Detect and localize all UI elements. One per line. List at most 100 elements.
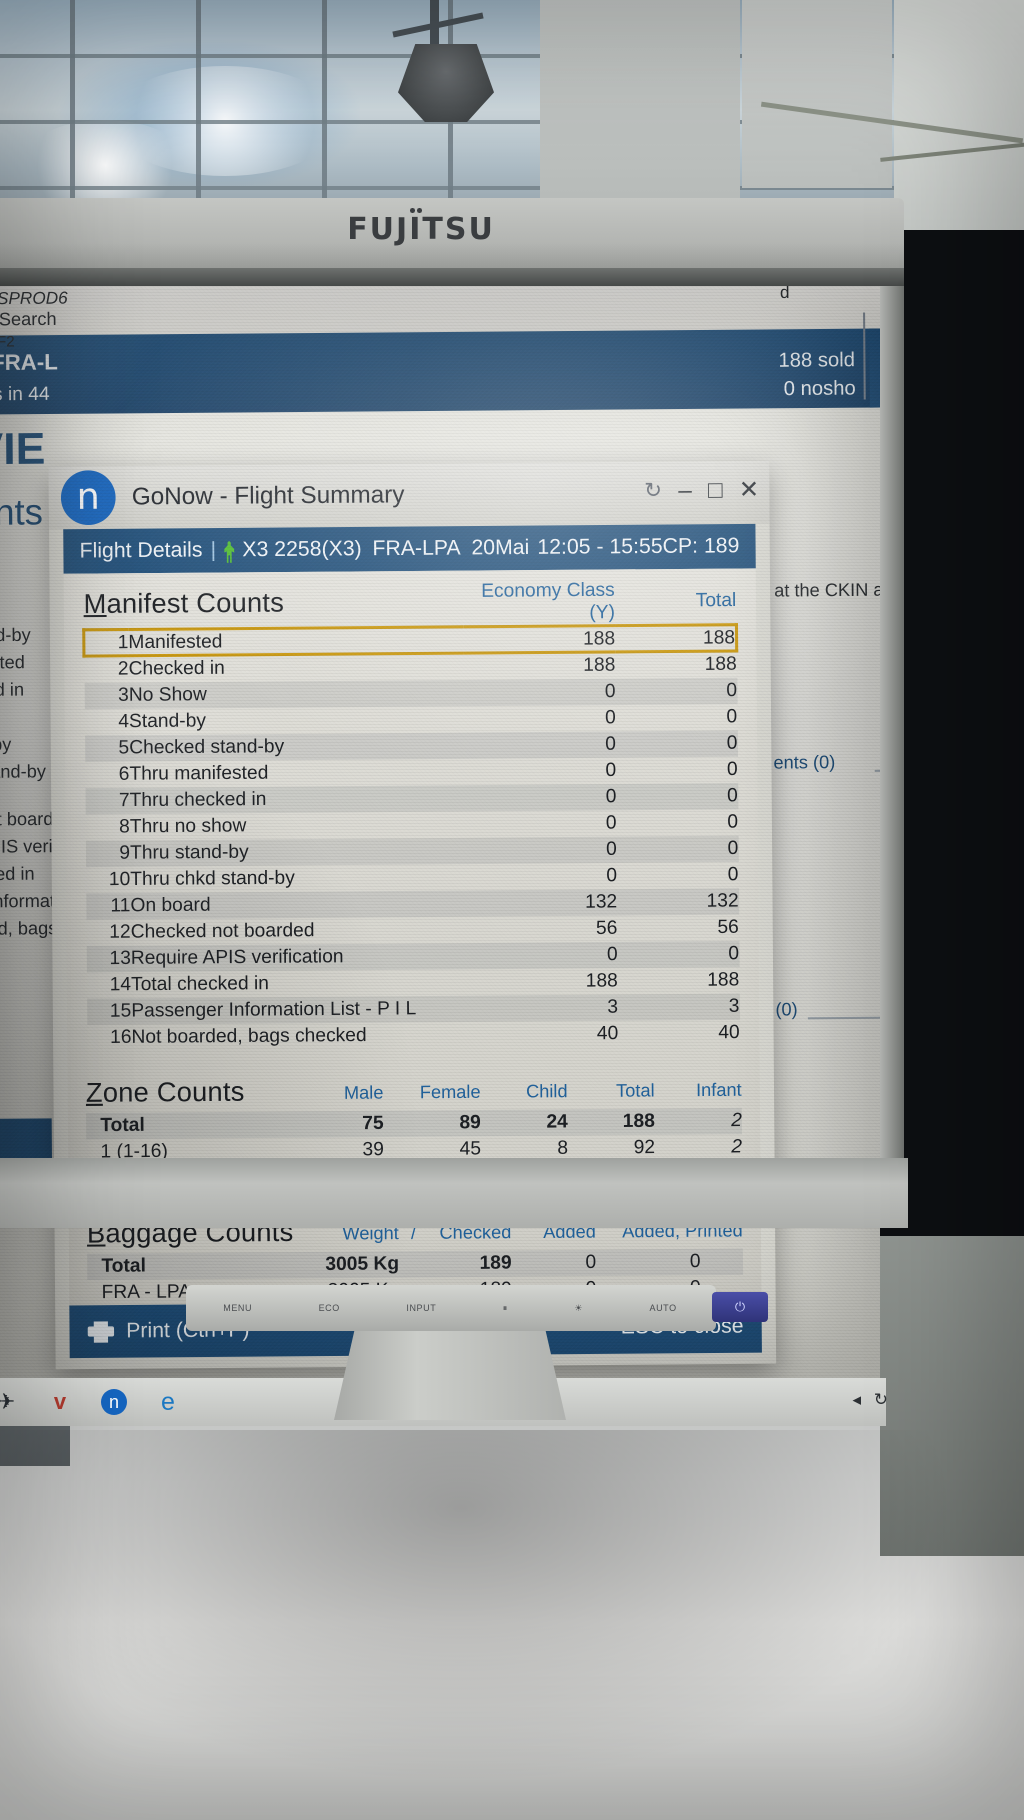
row-label: Thru chkd stand-by: [130, 866, 295, 890]
row-number: 9: [85, 839, 131, 867]
osd-auto-button[interactable]: AUTO: [649, 1303, 677, 1313]
monitor-top-bezel: [0, 198, 904, 280]
printer-icon: [88, 1321, 114, 1341]
table-row[interactable]: 16 Not boarded, bags checked 40 40: [87, 1019, 740, 1050]
baggage-added-value: 0: [511, 1249, 597, 1277]
osd-eco-button[interactable]: ECO: [318, 1303, 340, 1313]
list-item: and-by: [0, 624, 31, 646]
passenger-icon: [224, 541, 234, 563]
row-number: 10: [108, 868, 131, 890]
osd-input-button[interactable]: INPUT: [406, 1303, 437, 1313]
row-total-value: 132: [617, 887, 739, 916]
osd-brightness-button[interactable]: ☀: [574, 1302, 584, 1313]
row-number: 12: [109, 920, 131, 943]
flight-route: FRA-LPA: [372, 536, 461, 561]
row-economy-value: 0: [605, 811, 617, 834]
zero-link[interactable]: (0): [775, 999, 798, 1020]
baggage-added-printed-value: 0: [596, 1248, 744, 1276]
col-male: Male: [343, 1081, 384, 1103]
flight-date: 20Mai: [471, 535, 530, 560]
flight-times: 12:05 - 15:55: [537, 534, 663, 559]
edge-icon[interactable]: e: [161, 1387, 175, 1416]
row-number: 8: [119, 815, 130, 837]
row-total-value: 188: [615, 624, 737, 652]
v-icon[interactable]: v: [53, 1389, 67, 1414]
monitor-bottom-bezel: [0, 1158, 908, 1228]
osd-menu-button[interactable]: MENU: [223, 1303, 253, 1313]
baggage-row-label: Total: [87, 1251, 294, 1280]
row-label: Manifested: [128, 626, 464, 656]
row-label: Thru no show: [129, 814, 247, 837]
n-icon[interactable]: n: [98, 1386, 130, 1418]
row-label: Stand-by: [128, 709, 207, 732]
row-economy-value: 56: [595, 917, 618, 939]
window-controls: ↻ – □ ✕: [644, 475, 759, 505]
power-button[interactable]: ⏻: [712, 1292, 768, 1322]
ckin-note: at the CKIN a: [774, 579, 880, 601]
zone-header-row: Zone Counts Male Female Child Total Infa…: [86, 1072, 742, 1113]
row-economy-value: 0: [604, 706, 616, 728]
zone-child-value: 24: [480, 1108, 568, 1136]
row-label: Total checked in: [130, 972, 270, 995]
monitor-right-bezel: [880, 286, 904, 1166]
row-label: Passenger Information List - P I L: [131, 995, 467, 1025]
zone-row-label: Total: [86, 1110, 297, 1139]
row-label: Thru stand-by: [129, 837, 466, 867]
col-total: Total: [616, 1079, 655, 1101]
row-total-value: 0: [617, 940, 740, 968]
row-number: 7: [84, 787, 130, 814]
baggage-checked-value: 189: [416, 1249, 512, 1277]
row-total-value: 3: [617, 993, 740, 1021]
system-tray[interactable]: ◂ ↻: [852, 1390, 892, 1409]
manifest-counts-title: Manifest Counts: [83, 586, 285, 619]
row-economy-value: 0: [464, 730, 617, 759]
row-economy-value: 188: [463, 625, 616, 654]
row-label: Require APIS verification: [130, 942, 466, 972]
row-total-value: 40: [718, 1021, 740, 1043]
zone-total-value: 188: [567, 1108, 655, 1136]
row-number: 3: [84, 682, 129, 709]
row-total-value: 0: [726, 705, 738, 727]
row-total-value: 188: [704, 653, 737, 676]
minimize-icon[interactable]: –: [678, 476, 692, 504]
list-item: ked in: [0, 679, 25, 700]
row-label: No Show: [128, 679, 464, 709]
row-economy-value: 0: [606, 864, 618, 886]
plane-icon[interactable]: ✈: [0, 1389, 16, 1414]
col-economy-class: Economy Class (Y): [481, 579, 616, 624]
row-label: Thru checked in: [129, 784, 465, 814]
window-title: GoNow - Flight Summary: [131, 481, 405, 511]
right-fragment-d: d: [779, 286, 790, 303]
osd-button-row: MENU ECO INPUT ⏸ ☀ AUTO: [190, 1290, 710, 1326]
row-total-value: 0: [726, 758, 738, 780]
row-number: 15: [86, 997, 132, 1025]
row-label: Checked stand-by: [129, 732, 465, 762]
col-female: Female: [419, 1081, 481, 1102]
monitor-control-bar: [186, 1285, 716, 1331]
refresh-icon[interactable]: ↻: [644, 479, 663, 503]
close-icon[interactable]: ✕: [738, 476, 760, 504]
col-total: Total: [695, 589, 737, 612]
row-number: 16: [109, 1026, 132, 1048]
list-item: d-by: [0, 734, 12, 755]
row-economy-value: 0: [464, 783, 617, 812]
floor-shadow: [0, 1430, 1024, 1820]
zone-counts-title: Zone Counts: [85, 1075, 245, 1108]
row-number: 2: [117, 658, 129, 680]
events-link[interactable]: ents (0): [773, 751, 836, 773]
row-economy-value: 0: [463, 678, 616, 706]
monitor-brand-logo: FUJITSU: [347, 212, 495, 247]
cp-value: CP: 189: [662, 534, 740, 558]
manifest-header-row: Manifest Counts Economy Class (Y) Total: [83, 579, 736, 630]
list-item: r Informat: [0, 890, 56, 912]
row-economy-value: 0: [605, 759, 617, 781]
flight-details-label: Flight Details: [79, 538, 203, 563]
row-economy-value: 132: [465, 888, 618, 917]
maximize-icon[interactable]: □: [707, 476, 723, 504]
row-total-value: 0: [616, 782, 738, 810]
zone-infant-value: 2: [654, 1107, 742, 1135]
row-label: Checked not boarded: [130, 919, 315, 943]
baggage-weight-value: 3005 Kg: [293, 1250, 400, 1278]
osd-volume-button[interactable]: ⏸: [502, 1302, 508, 1313]
